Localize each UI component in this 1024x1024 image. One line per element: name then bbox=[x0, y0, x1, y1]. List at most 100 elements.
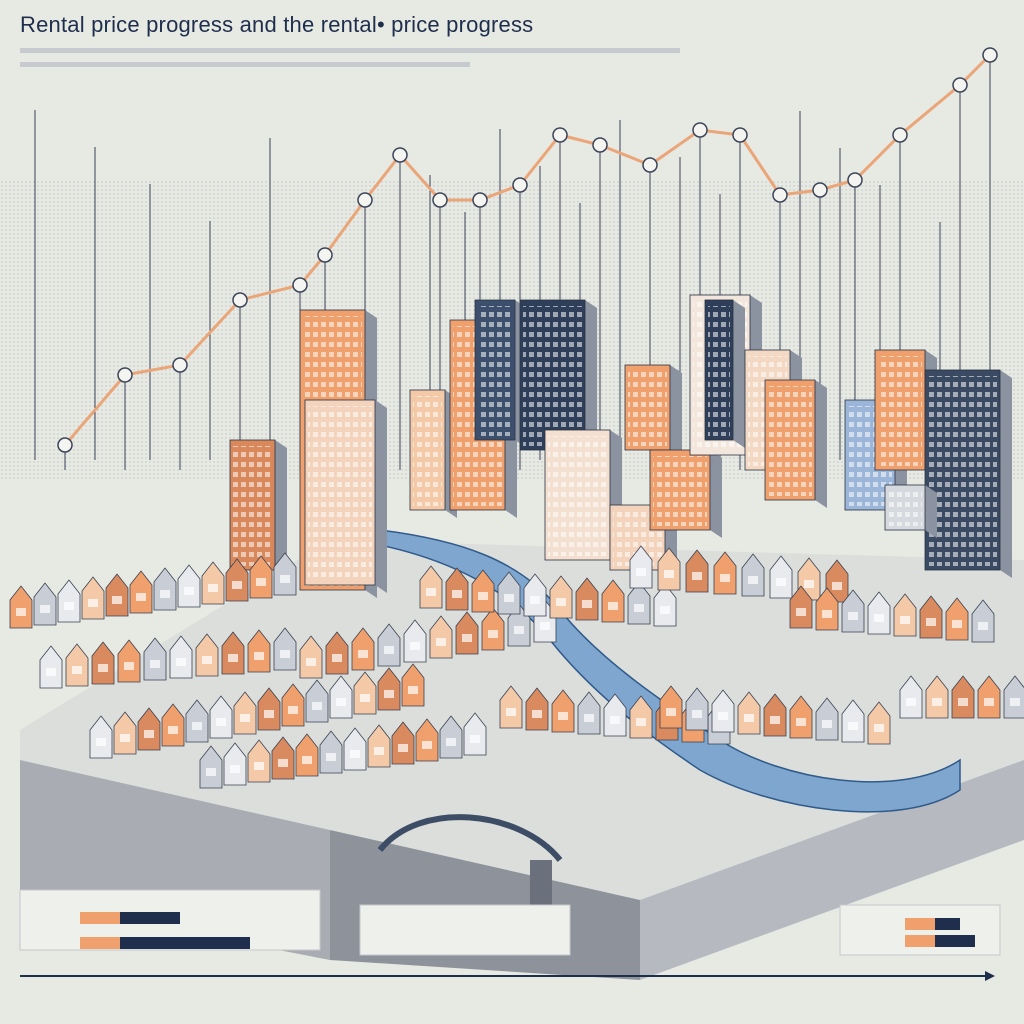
house-window bbox=[692, 572, 702, 580]
house-window bbox=[958, 698, 968, 706]
house-window bbox=[608, 602, 618, 610]
house-window bbox=[216, 718, 226, 726]
house-window bbox=[748, 576, 758, 584]
house bbox=[841, 699, 865, 743]
house bbox=[223, 742, 247, 786]
house bbox=[177, 564, 201, 608]
line-dot bbox=[512, 177, 528, 193]
house bbox=[415, 718, 439, 762]
house bbox=[353, 671, 377, 715]
line-dot bbox=[552, 127, 568, 143]
house bbox=[281, 683, 305, 727]
house bbox=[105, 573, 129, 617]
house bbox=[209, 695, 233, 739]
house bbox=[763, 693, 787, 737]
house-window bbox=[144, 730, 154, 738]
house bbox=[57, 579, 81, 623]
house-window bbox=[610, 716, 620, 724]
house bbox=[977, 675, 1001, 719]
house bbox=[329, 675, 353, 719]
house bbox=[463, 712, 487, 756]
house bbox=[603, 693, 627, 737]
house bbox=[951, 675, 975, 719]
towers bbox=[229, 294, 1012, 598]
house bbox=[971, 599, 995, 643]
house-window bbox=[848, 612, 858, 620]
house bbox=[497, 571, 521, 615]
house bbox=[523, 573, 547, 617]
house bbox=[91, 641, 115, 685]
house-window bbox=[718, 712, 728, 720]
house-window bbox=[240, 714, 250, 722]
house-window bbox=[446, 738, 456, 746]
house bbox=[549, 575, 573, 619]
house-window bbox=[984, 698, 994, 706]
house-window bbox=[422, 741, 432, 749]
house-window bbox=[436, 638, 446, 646]
house bbox=[945, 597, 969, 641]
house-window bbox=[932, 698, 942, 706]
legend-panels-part bbox=[120, 937, 250, 949]
house bbox=[789, 695, 813, 739]
tower-side bbox=[815, 380, 827, 508]
house-window bbox=[664, 570, 674, 578]
legend-panels-part bbox=[80, 937, 120, 949]
house bbox=[551, 689, 575, 733]
house bbox=[153, 567, 177, 611]
house-window bbox=[150, 660, 160, 668]
line-dot bbox=[317, 247, 333, 263]
house bbox=[201, 561, 225, 605]
house-window bbox=[462, 634, 472, 642]
house-window bbox=[540, 622, 550, 630]
house bbox=[577, 691, 601, 735]
line-dot bbox=[232, 292, 248, 308]
house bbox=[403, 619, 427, 663]
house-window bbox=[256, 578, 266, 586]
house bbox=[769, 555, 793, 599]
house-window bbox=[280, 650, 290, 658]
tower-windows bbox=[628, 371, 667, 446]
house bbox=[143, 637, 167, 681]
tower-windows bbox=[308, 406, 372, 581]
house-window bbox=[336, 698, 346, 706]
line-dot bbox=[592, 137, 608, 153]
line-dot bbox=[847, 172, 863, 188]
legend-panels-part bbox=[80, 912, 120, 924]
tower-windows bbox=[548, 436, 607, 556]
house-window bbox=[46, 668, 56, 676]
house bbox=[305, 679, 329, 723]
house bbox=[377, 667, 401, 711]
house-window bbox=[384, 690, 394, 698]
house bbox=[299, 635, 323, 679]
title: Rental price progress and the rental• pr… bbox=[20, 12, 534, 37]
city-ground-part bbox=[640, 760, 1024, 980]
houses bbox=[9, 545, 1024, 789]
house-window bbox=[208, 584, 218, 592]
house bbox=[161, 703, 185, 747]
house bbox=[351, 627, 375, 671]
house-window bbox=[64, 602, 74, 610]
price-line bbox=[57, 47, 998, 453]
house-window bbox=[16, 608, 26, 616]
tower-side bbox=[1000, 370, 1012, 578]
house-window bbox=[176, 658, 186, 666]
tower-windows bbox=[523, 306, 582, 446]
house bbox=[867, 591, 891, 635]
house bbox=[899, 675, 923, 719]
tower-side bbox=[375, 400, 387, 593]
house-window bbox=[160, 590, 170, 598]
house bbox=[685, 549, 709, 593]
house-window bbox=[136, 593, 146, 601]
house bbox=[925, 675, 949, 719]
line-dot bbox=[982, 47, 998, 63]
house-window bbox=[264, 710, 274, 718]
legend-panels-part bbox=[905, 918, 935, 930]
tower-windows bbox=[888, 491, 922, 526]
house bbox=[247, 739, 271, 783]
house-window bbox=[556, 598, 566, 606]
tower-windows bbox=[768, 386, 812, 496]
house bbox=[629, 695, 653, 739]
house-window bbox=[660, 606, 670, 614]
house bbox=[249, 555, 273, 599]
